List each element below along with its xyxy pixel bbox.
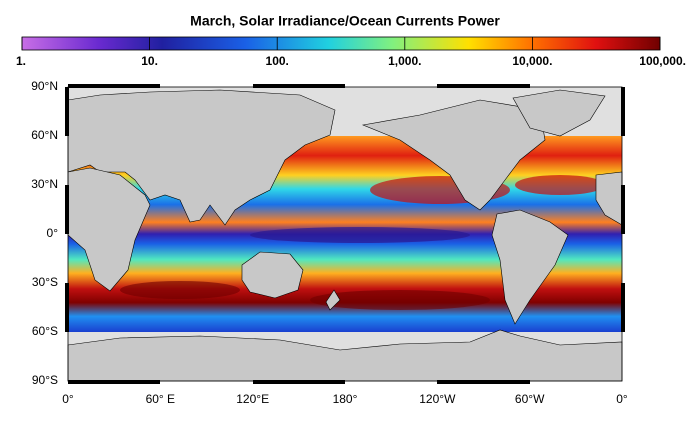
field-blob [120,281,240,299]
south-america [491,209,569,325]
field-blob [310,290,490,310]
frame-ticks [65,84,625,384]
field-blob [515,175,605,195]
greenland [512,89,606,137]
lon-label: 0° [62,392,74,406]
lat-label: 90°N [31,79,58,93]
colorbar-tick-label: 10. [141,54,158,68]
colorbar-tick-label: 100. [266,54,289,68]
colorbar-tick-label: 1,000. [388,54,421,68]
lon-label: 180° [333,392,358,406]
lat-label: 30°N [31,177,58,191]
north-america [361,99,546,211]
colorbar-tick-label: 1. [16,54,26,68]
new-zealand [325,289,341,311]
land [67,89,623,382]
colorbar [21,36,661,51]
colorbar-tick-label: 10,000. [512,54,552,68]
africa [67,167,151,292]
lat-label: 30°S [32,275,58,289]
eurasia [67,89,336,226]
lon-label: 60°W [515,392,545,406]
lat-label: 60°N [31,128,58,142]
west-africa [595,171,623,226]
lon-label: 60° E [146,392,175,406]
lon-label: 120°W [419,392,456,406]
lat-label: 60°S [32,324,58,338]
lat-label: 90°S [32,373,58,387]
lat-label: 0° [47,226,59,240]
colorbar-tick-label: 100,000. [639,54,686,68]
title: March, Solar Irradiance/Ocean Currents P… [190,13,500,29]
lon-label: 0° [616,392,628,406]
field-blob [250,227,470,243]
lon-label: 120°E [236,392,269,406]
australia [241,251,304,299]
